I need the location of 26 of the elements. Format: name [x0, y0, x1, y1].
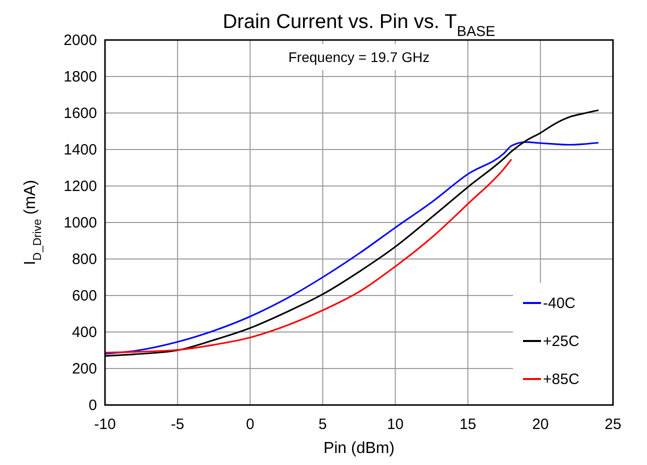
y-tick-label: 800: [72, 251, 97, 268]
y-tick-label: 0: [88, 397, 97, 414]
y-tick-label: 400: [72, 324, 97, 341]
legend-label: +85C: [543, 371, 580, 388]
x-tick-label: 0: [246, 416, 254, 433]
legend-label: -40C: [543, 295, 576, 312]
x-tick-label: 15: [460, 416, 476, 433]
y-tick-label: 1600: [64, 105, 97, 122]
x-tick-label: 25: [604, 416, 622, 433]
annotation: Frequency = 19.7 GHz: [288, 49, 430, 65]
legend-label: +25C: [543, 333, 580, 350]
y-tick-label: 1000: [64, 214, 97, 232]
line-series: [104, 158, 512, 354]
y-tick-label: 1400: [64, 142, 97, 158]
x-tick-label: -10: [94, 416, 116, 433]
x-axis-title: Pin (dBm): [323, 440, 395, 457]
y-tick-label: 1200: [64, 178, 97, 195]
y-tick-label: 2000: [64, 32, 97, 49]
y-tick-label: 200: [72, 360, 97, 378]
x-tick-label: 10: [386, 416, 404, 433]
chart-title: Drain Current vs. Pin vs. T$_{BASE}$: [222, 11, 496, 40]
x-tick-label: 5: [318, 416, 327, 433]
x-tick-label: -5: [170, 416, 184, 433]
x-tick-label: 20: [532, 416, 549, 433]
y-tick-label: 600: [72, 288, 97, 304]
y-tick-label: 1800: [64, 68, 97, 86]
